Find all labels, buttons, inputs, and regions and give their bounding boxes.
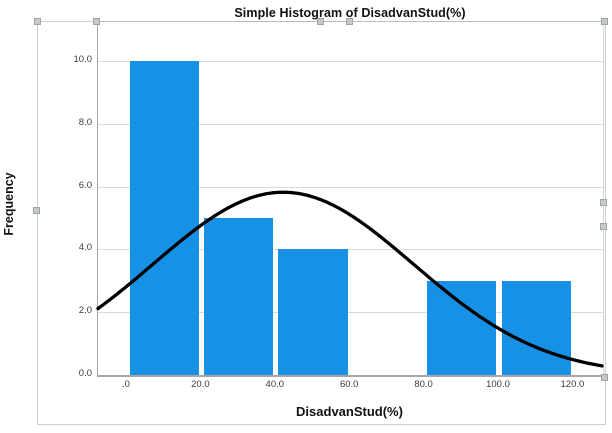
resize-handle-inner-right-mid[interactable] [600,199,607,206]
plot-area[interactable] [96,21,604,377]
gridline-y-10 [98,61,603,62]
x-tick-label: 120.0 [560,379,585,390]
y-tick-label: 4.0 [78,242,92,254]
x-tick-label: 80.0 [414,379,433,390]
x-tick-label: 40.0 [265,379,285,390]
chart-title: Simple Histogram of DisadvanStud(%) [234,6,466,20]
gridline-y-6 [98,186,603,188]
histogram-bar-bin-0-20[interactable] [129,61,199,375]
resize-handle-outer-left-mid[interactable] [33,207,40,214]
histogram-bar-bin-40-60[interactable] [278,249,348,375]
x-tick-label: 60.0 [339,379,359,390]
y-tick-label: 8.0 [78,116,92,128]
y-tick-label: 6.0 [78,179,92,191]
histogram-bar-bin-80-100[interactable] [427,280,497,375]
normal-curve [96,190,604,368]
gridline-y-4 [98,249,603,251]
histogram-bar-bin-20-40[interactable] [203,218,274,375]
gridline-y-2 [98,312,603,314]
resize-handle-outer-top-mid[interactable] [317,18,324,25]
resize-handle-top-right[interactable] [601,18,608,25]
resize-handle-inner-bottom-right[interactable] [601,374,608,381]
gridline-y-8 [98,123,603,125]
resize-handle-inner-top-left[interactable] [93,18,100,25]
y-tick-label: 2.0 [78,305,92,317]
resize-handle-outer-top-left[interactable] [34,18,41,25]
resize-handle-inner-top-mid[interactable] [346,18,353,25]
histogram-bar-bin-100-120[interactable] [501,280,571,375]
y-tick-label: 0.0 [78,368,92,379]
x-tick-label: 20.0 [191,379,210,390]
y-tick-label: 10.0 [73,54,93,65]
x-tick-label: .0 [122,379,130,390]
x-axis-title: DisadvanStud(%) [296,404,403,419]
resize-handle-outer-right-mid[interactable] [600,223,607,230]
y-axis-title: Frequency [2,172,16,236]
x-tick-label: 100.0 [486,379,510,390]
